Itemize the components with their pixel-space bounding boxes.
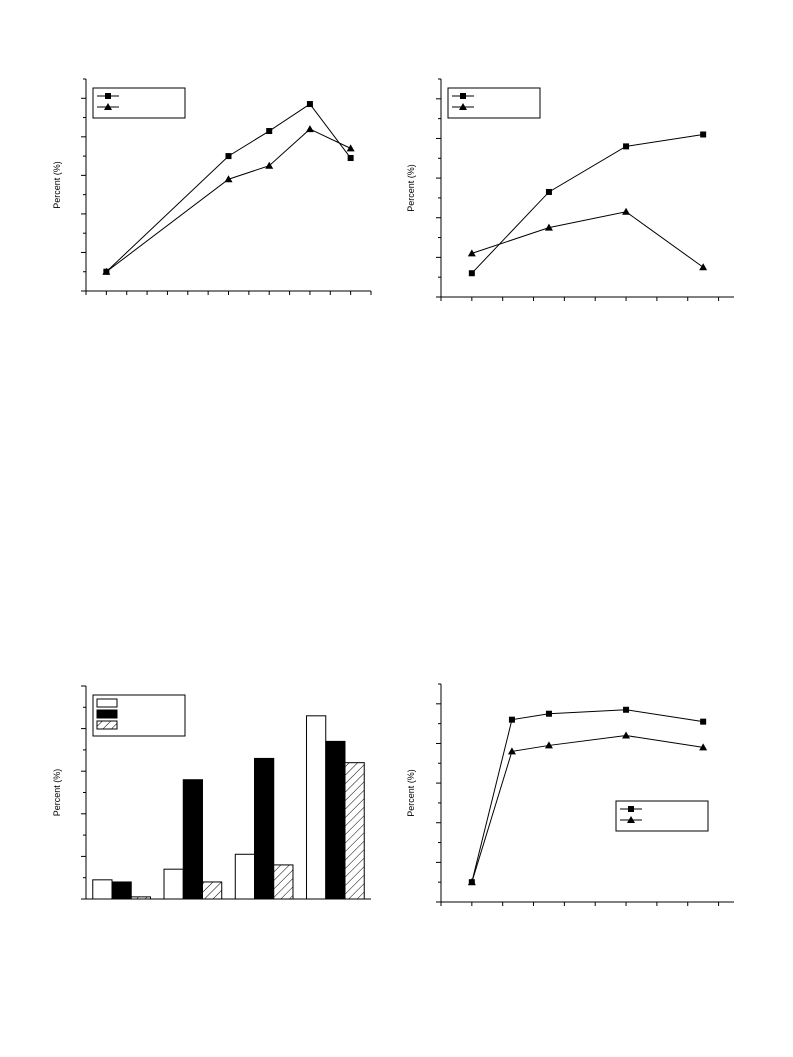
legend (615, 800, 709, 832)
line (471, 133, 704, 274)
marker (622, 731, 631, 739)
bar (234, 853, 256, 900)
marker (700, 718, 707, 725)
bar (201, 881, 223, 900)
marker (544, 223, 553, 231)
bar (92, 879, 113, 900)
y-axis-label: Percent (%) (406, 164, 416, 212)
marker (623, 706, 630, 713)
marker (507, 747, 516, 755)
marker (544, 741, 553, 749)
marker (102, 267, 111, 275)
bar (111, 881, 132, 900)
marker (508, 716, 515, 723)
y-axis-label: Percent (%) (52, 769, 62, 817)
marker (468, 270, 475, 277)
marker (265, 161, 274, 169)
line (471, 709, 704, 883)
marker (545, 188, 552, 195)
line (106, 128, 351, 273)
line (106, 103, 352, 273)
marker (700, 131, 707, 138)
legend-marker (105, 93, 111, 99)
marker (623, 143, 630, 150)
legend-marker (627, 816, 635, 823)
bar (254, 757, 275, 900)
legend-marker (104, 103, 112, 110)
marker (622, 207, 631, 215)
legend-swatch (96, 698, 118, 708)
marker (306, 101, 313, 108)
legend (447, 87, 541, 119)
legend-marker (460, 93, 466, 99)
bar (163, 868, 184, 900)
bar (182, 779, 203, 900)
marker (699, 743, 708, 751)
y-axis-label: Percent (%) (52, 161, 62, 209)
legend-marker (628, 806, 634, 812)
bar (273, 864, 294, 900)
bar (325, 740, 346, 900)
marker (545, 710, 552, 717)
marker (224, 175, 233, 183)
legend (92, 87, 186, 119)
bar (130, 896, 151, 900)
legend-swatch (96, 709, 118, 719)
bar (344, 762, 365, 900)
bar (306, 715, 327, 900)
marker (467, 249, 476, 257)
marker (699, 263, 708, 271)
y-axis-label: Percent (%) (406, 769, 416, 817)
marker (225, 153, 232, 160)
marker (266, 128, 273, 135)
legend-marker (459, 103, 467, 110)
marker (467, 878, 476, 886)
marker (347, 155, 354, 162)
marker (305, 125, 314, 133)
legend-swatch (96, 720, 118, 730)
line (471, 211, 704, 268)
marker (346, 144, 355, 152)
